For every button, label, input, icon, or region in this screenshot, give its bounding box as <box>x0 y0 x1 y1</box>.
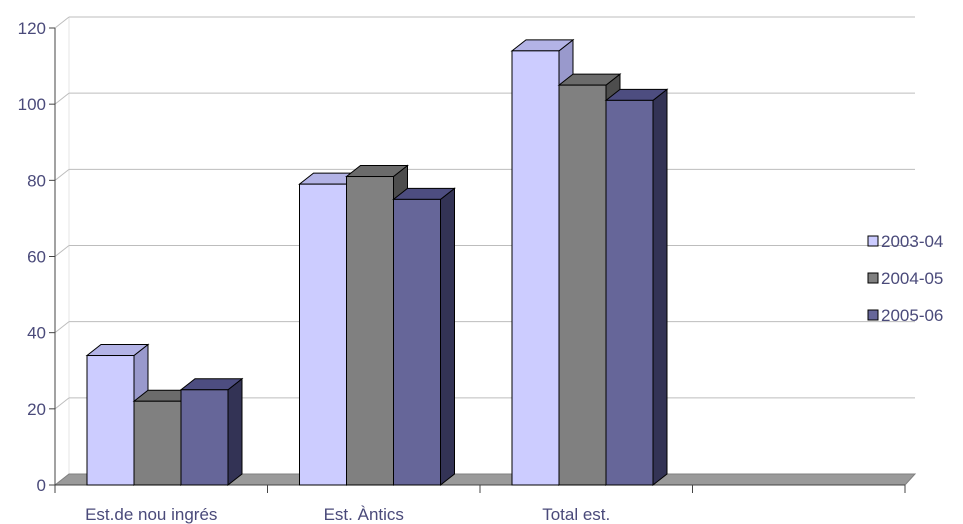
bar-front <box>133 400 182 486</box>
legend-swatch <box>867 272 879 284</box>
gridline-side <box>54 321 70 334</box>
gridline-side <box>54 92 70 105</box>
y-tick-labels: 0 20 40 60 80 100 120 <box>18 19 46 495</box>
gridline-side <box>54 16 70 29</box>
bars <box>85 38 669 487</box>
bar-front <box>558 84 607 486</box>
bar-front <box>605 99 654 486</box>
legend-label: 2003-04 <box>881 232 943 251</box>
category-label: Est.de nou ingrés <box>85 505 217 524</box>
gridline-side <box>54 397 70 410</box>
legend-label: 2005-06 <box>881 306 943 325</box>
legend-item: 2003-04 <box>867 232 943 251</box>
bar-side <box>440 187 455 487</box>
y-tick-label: 0 <box>37 476 46 495</box>
bar-front <box>346 176 394 486</box>
bar-front <box>299 183 347 486</box>
bar <box>392 187 456 487</box>
gridlines <box>54 16 915 410</box>
y-tick-label: 40 <box>27 324 46 343</box>
legend-item: 2005-06 <box>867 306 943 325</box>
bar-front <box>393 198 441 486</box>
category-label: Total est. <box>542 505 610 524</box>
gridline-side <box>54 245 70 257</box>
bar-front <box>511 50 560 486</box>
category-label: Est. Àntics <box>324 505 404 524</box>
gridline-side <box>54 168 70 181</box>
bar-side <box>652 88 668 487</box>
bar-front <box>180 389 229 486</box>
y-tick-label: 20 <box>27 400 46 419</box>
legend-item: 2004-05 <box>867 269 943 288</box>
y-tick-label: 80 <box>27 171 46 190</box>
y-tick-label: 100 <box>18 95 46 114</box>
legend-label: 2004-05 <box>881 269 943 288</box>
legend-swatch <box>867 235 879 247</box>
bar <box>179 377 244 487</box>
y-tick-label: 60 <box>27 248 46 267</box>
bar-front <box>86 355 135 486</box>
bar-side <box>227 377 243 487</box>
bar <box>604 88 669 487</box>
legend-swatch <box>867 309 879 321</box>
category-labels: Est.de nou ingrés Est. Àntics Total est. <box>85 505 610 524</box>
y-tick-label: 120 <box>18 19 46 38</box>
legend: 2003-04 2004-05 2005-06 <box>867 232 943 325</box>
